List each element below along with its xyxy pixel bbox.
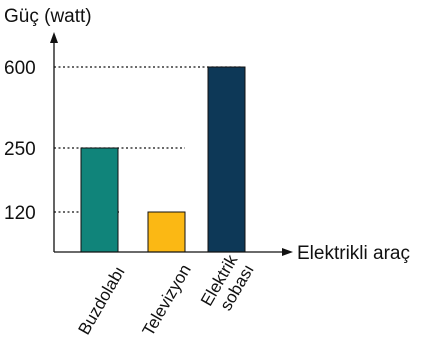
category-label-line: Buzdolabı [75,263,129,338]
x-axis-title: Elektrikli araç [297,243,410,264]
y-tick-label: 600 [4,58,36,79]
y-axis-arrow [50,32,58,43]
y-axis-title: Güç (watt) [4,6,92,27]
category-label: Televizyon [139,261,195,339]
y-tick-labels: 120 250 600 [4,58,36,224]
category-label: Buzdolabı [75,263,129,338]
y-tick-label: 250 [4,139,36,160]
bars [80,66,246,253]
bar [147,211,186,253]
bar [80,147,119,253]
y-tick-label: 120 [4,203,36,224]
x-axis-arrow [282,248,293,256]
bar [207,66,246,253]
axes [50,32,293,256]
category-label-line: Televizyon [139,261,195,339]
